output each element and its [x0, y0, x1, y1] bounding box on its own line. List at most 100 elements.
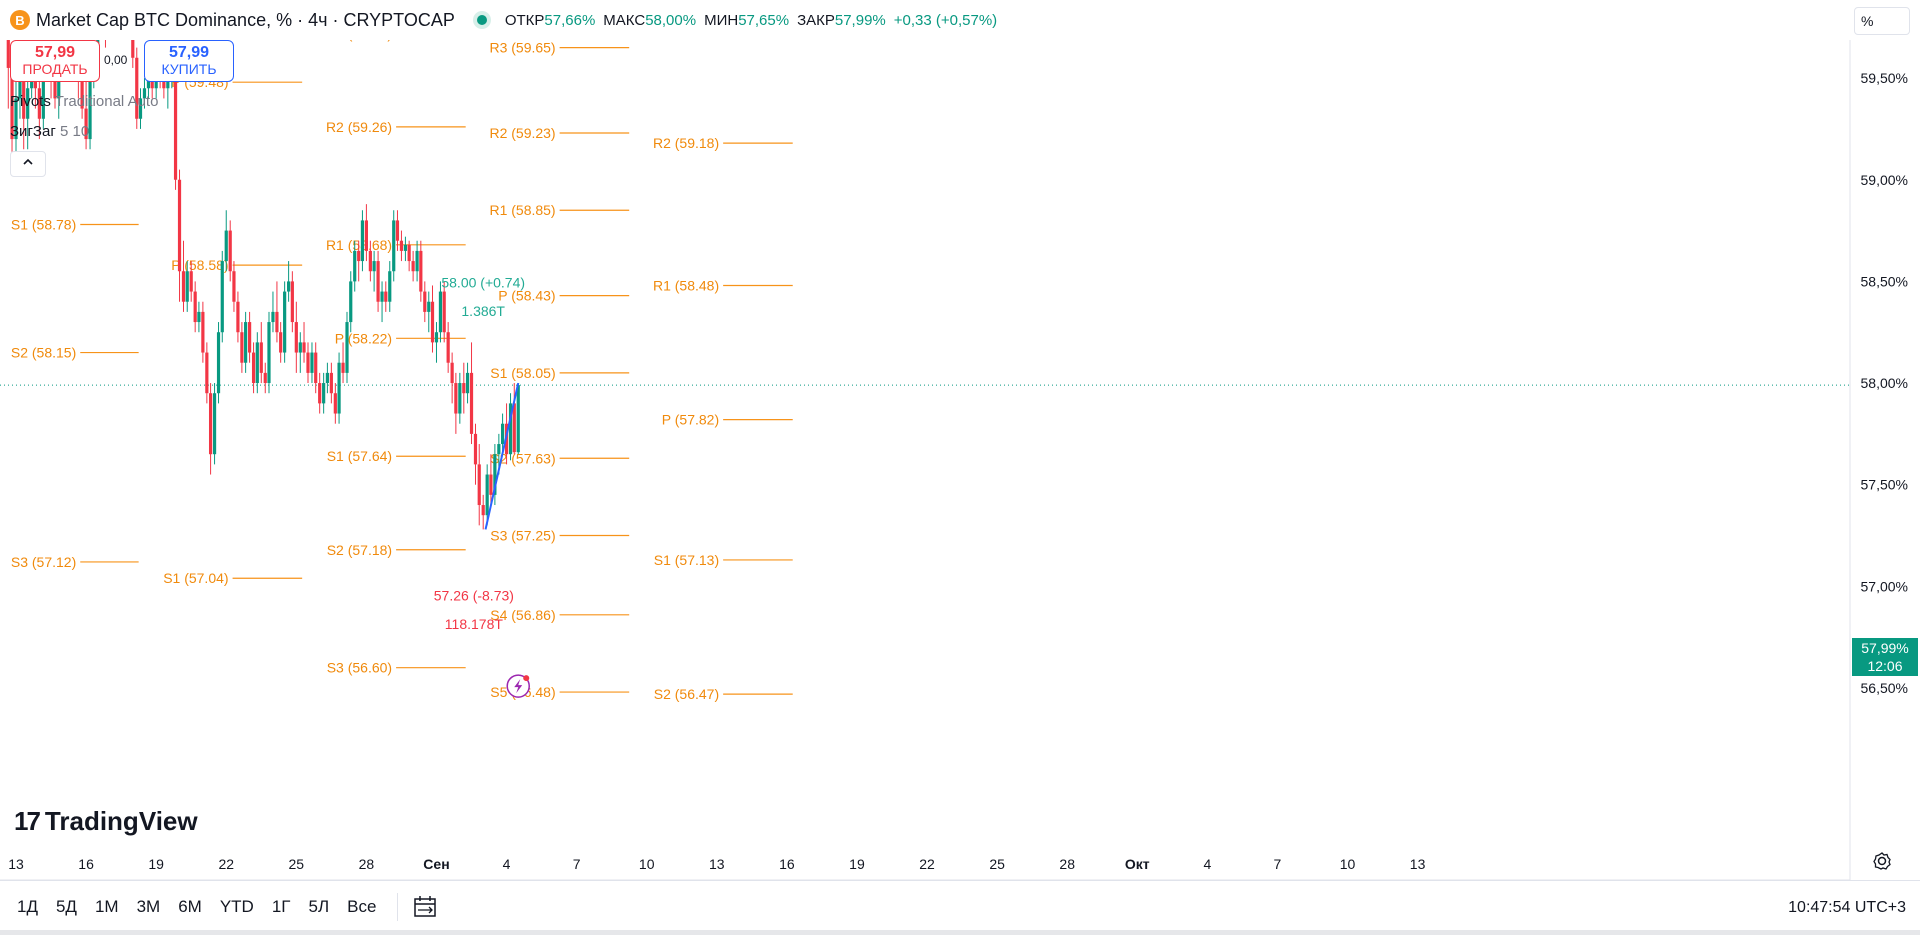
candle-body — [244, 322, 248, 363]
candle-body — [446, 332, 450, 363]
candle-body — [380, 291, 384, 302]
candle-body — [193, 291, 197, 323]
sell-price: 57,99 — [34, 44, 76, 61]
gear-icon[interactable] — [1872, 851, 1892, 877]
candle-body — [131, 40, 135, 58]
candle-body — [298, 342, 302, 353]
pivot-level-label: R1 (58.85) — [489, 202, 555, 218]
candle-body — [259, 342, 263, 373]
utc-clock[interactable]: 10:47:54 UTC+3 — [1788, 899, 1906, 916]
pivot-level-label: R2 (59.23) — [489, 125, 555, 141]
candle-body — [197, 311, 201, 323]
x-tick-label: Окт — [1125, 856, 1150, 872]
candle-body — [263, 372, 267, 384]
candle-body — [150, 78, 154, 89]
y-tick-label: 56,50% — [1861, 680, 1908, 696]
y-tick-label: 58,50% — [1861, 273, 1908, 289]
buy-button[interactable]: 57,99 КУПИТЬ — [144, 40, 234, 82]
candle-body — [138, 98, 143, 119]
candle-body — [485, 474, 489, 516]
range-1d-button[interactable]: 1Д — [17, 897, 38, 916]
x-tick-label: 25 — [989, 856, 1005, 872]
candle-body — [80, 67, 84, 109]
candle-body — [220, 261, 224, 333]
candle-body — [306, 352, 310, 373]
range-3m-button[interactable]: 3М — [136, 897, 161, 916]
candle-body — [212, 393, 217, 455]
pivot-level-label: P (58.43) — [498, 288, 555, 304]
candle-body — [469, 372, 474, 434]
spread-value: 0,00 — [104, 53, 128, 67]
pivot-level-label: S1 (58.05) — [490, 365, 555, 381]
x-tick-label: 7 — [1274, 856, 1282, 872]
close-label: ЗАКР — [797, 11, 835, 29]
candle-body — [302, 342, 306, 353]
candle-body — [337, 362, 341, 414]
tradingview-logo[interactable]: 17 TradingView — [14, 806, 198, 837]
candle-body — [329, 372, 333, 394]
market-open-status-icon — [476, 15, 487, 25]
range-ytd-button[interactable]: YTD — [219, 897, 254, 916]
change-value: +0,33 (+0,57%) — [893, 11, 998, 29]
open-value: 57,66% — [544, 11, 596, 29]
y-tick-label: 59,50% — [1861, 70, 1908, 86]
percent-scale-button[interactable]: % — [1854, 7, 1910, 35]
x-tick-label: 4 — [1203, 856, 1211, 872]
candle-body — [201, 311, 205, 353]
chart-header: B Market Cap BTC Dominance, % · 4ч · CRY… — [0, 0, 1850, 40]
range-1m-button[interactable]: 1М — [94, 897, 119, 916]
candle-body — [283, 291, 287, 353]
candle-body — [481, 505, 485, 516]
candle-body — [403, 244, 408, 251]
symbol-title[interactable]: Market Cap BTC Dominance, % · 4ч · CRYPT… — [36, 9, 455, 30]
tradingview-mark-icon: 17 — [14, 806, 41, 836]
range-5y-button[interactable]: 5Л — [308, 897, 330, 916]
window-bottom-strip — [0, 930, 1920, 935]
calendar-range-icon[interactable] — [397, 893, 438, 921]
candle-body — [88, 78, 92, 140]
candle-body — [290, 281, 294, 323]
x-tick-label: 16 — [779, 856, 795, 872]
candle-body — [419, 250, 423, 292]
chevron-up-icon — [23, 158, 33, 165]
candle-body — [427, 301, 431, 312]
candle-body — [37, 88, 41, 119]
range-1y-button[interactable]: 1Г — [271, 897, 291, 916]
indicator-pivots[interactable]: Pivots Traditional Auto — [10, 93, 158, 110]
brand-name: TradingView — [44, 806, 198, 836]
candle-body — [228, 230, 232, 272]
candle-body — [349, 281, 353, 323]
candle-body — [232, 271, 236, 302]
range-5d-button[interactable]: 5Д — [55, 897, 77, 916]
candle-body — [415, 250, 419, 272]
collapse-indicators-button[interactable] — [10, 151, 46, 177]
candle-body — [462, 383, 466, 394]
price-chart[interactable]: 62,50%62,00%61,50%61,00%60,50%60,00%59,5… — [0, 40, 1920, 880]
candle-body — [294, 322, 298, 353]
candle-body — [314, 352, 318, 384]
candle-body — [181, 271, 186, 302]
x-tick-label: 28 — [1059, 856, 1075, 872]
close-value: 57,99% — [834, 11, 886, 29]
sell-button[interactable]: 57,99 ПРОДАТЬ — [10, 40, 100, 82]
candle-body — [224, 230, 228, 262]
bar-countdown: 12:06 — [1867, 658, 1903, 674]
pivot-level-label: R2 (59.26) — [326, 119, 392, 135]
indicator-zigzag[interactable]: ЗигЗаг 5 10 — [10, 123, 89, 140]
candle-body — [500, 423, 505, 445]
candle-body — [423, 291, 427, 312]
sell-label: ПРОДАТЬ — [22, 61, 88, 77]
pivot-level-label: R3 (59.65) — [489, 40, 555, 56]
range-all-button[interactable]: Все — [347, 897, 377, 916]
candle-body — [287, 281, 291, 292]
range-6m-button[interactable]: 6М — [178, 897, 202, 916]
x-tick-label: 13 — [1410, 856, 1426, 872]
pivot-level-label: S4 (56.86) — [490, 607, 555, 623]
candle-body — [162, 78, 166, 89]
x-tick-label: Сен — [423, 856, 449, 872]
candle-body — [84, 108, 88, 140]
candle-body — [430, 301, 435, 343]
high-value: 58,00% — [645, 11, 697, 29]
candle-body — [407, 244, 411, 262]
candle-body — [240, 332, 244, 363]
